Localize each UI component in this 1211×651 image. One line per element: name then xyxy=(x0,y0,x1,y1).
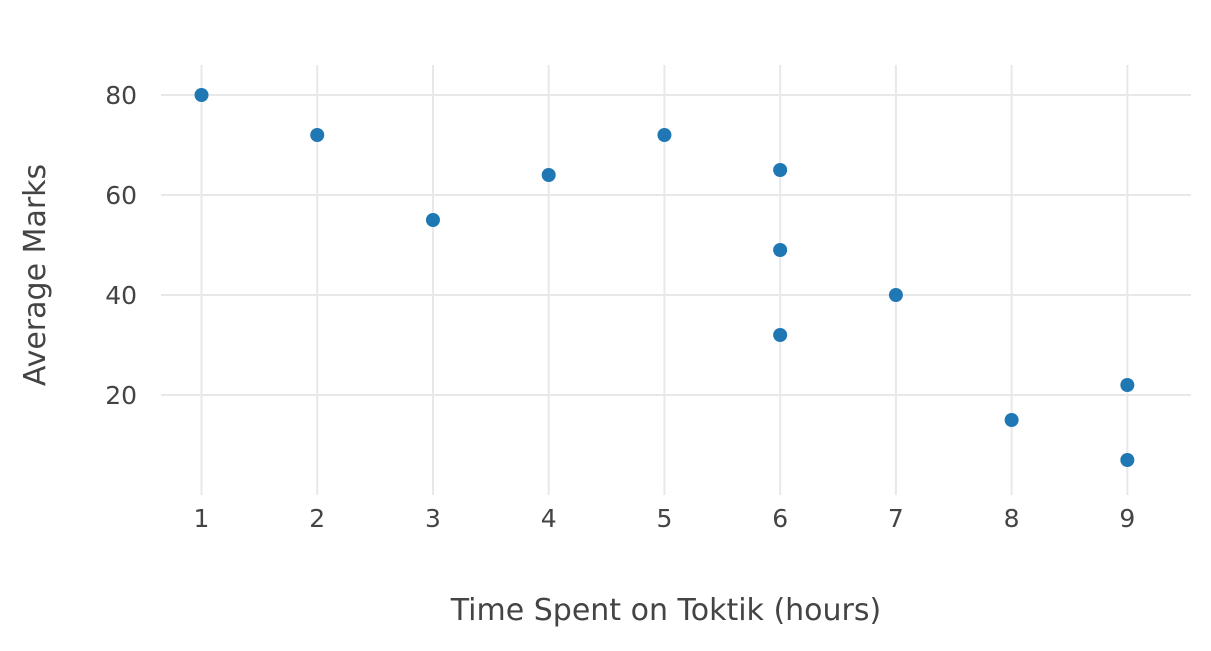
data-points xyxy=(194,88,1135,467)
x-tick-label-4: 4 xyxy=(541,504,557,533)
y-tick-label-60: 60 xyxy=(105,181,137,210)
data-point xyxy=(773,328,788,342)
data-point xyxy=(773,243,788,257)
x-tick-label-1: 1 xyxy=(194,504,210,533)
y-axis-title: Average Marks xyxy=(18,164,53,386)
y-tick-label-20: 20 xyxy=(105,381,137,410)
x-tick-label-9: 9 xyxy=(1119,504,1135,533)
data-point xyxy=(1004,413,1019,427)
data-point xyxy=(310,128,325,142)
data-point xyxy=(541,168,556,182)
x-axis-title: Time Spent on Toktik (hours) xyxy=(450,593,881,628)
x-tick-label-6: 6 xyxy=(772,504,788,533)
gridlines xyxy=(161,65,1191,495)
x-tick-label-3: 3 xyxy=(425,504,441,533)
data-point xyxy=(1120,378,1135,392)
x-tick-label-5: 5 xyxy=(656,504,672,533)
data-point xyxy=(773,163,788,177)
y-tick-label-40: 40 xyxy=(105,281,137,310)
data-point xyxy=(194,88,209,102)
data-point xyxy=(888,288,903,302)
data-point xyxy=(657,128,672,142)
y-tick-label-80: 80 xyxy=(105,81,137,110)
data-point xyxy=(1120,453,1135,467)
x-tick-label-2: 2 xyxy=(309,504,325,533)
data-point xyxy=(425,213,440,227)
x-tick-label-8: 8 xyxy=(1004,504,1020,533)
x-axis-ticks: 1 2 3 4 5 6 7 8 9 xyxy=(194,504,1136,533)
x-tick-label-7: 7 xyxy=(888,504,904,533)
y-axis-ticks: 20 40 60 80 xyxy=(105,81,137,410)
